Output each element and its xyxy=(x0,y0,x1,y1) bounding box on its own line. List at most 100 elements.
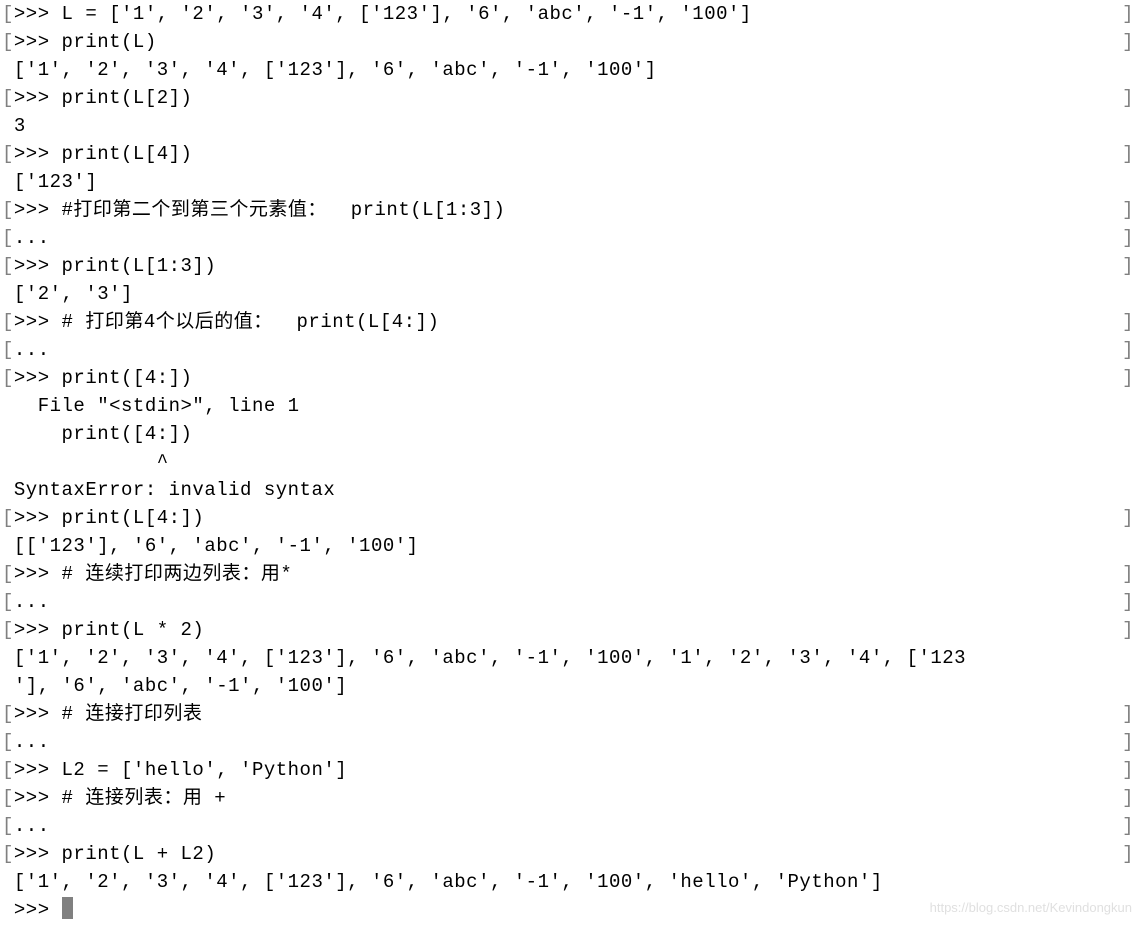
terminal-line: [>>> print(L * 2)] xyxy=(2,616,1142,644)
line-text: >>> # 打印第4个以后的值： print(L[4:]) xyxy=(14,311,439,333)
terminal-line: [>>> #打印第二个到第三个元素值： print(L[1:3])] xyxy=(2,196,1142,224)
line-text: ['1', '2', '3', '4', ['123'], '6', 'abc'… xyxy=(2,647,966,669)
right-bracket: ] xyxy=(1122,728,1134,756)
left-bracket: [ xyxy=(2,507,14,529)
terminal-line: [>>> L2 = ['hello', 'Python']] xyxy=(2,756,1142,784)
right-bracket: ] xyxy=(1122,812,1134,840)
terminal-line: [>>> # 打印第4个以后的值： print(L[4:])] xyxy=(2,308,1142,336)
left-bracket: [ xyxy=(2,843,14,865)
left-bracket: [ xyxy=(2,87,14,109)
line-text: ['123'] xyxy=(2,171,97,193)
right-bracket: ] xyxy=(1122,504,1134,532)
terminal-line: [>>> print(L[4])] xyxy=(2,140,1142,168)
terminal-line: [['123'], '6', 'abc', '-1', '100'] xyxy=(2,532,1142,560)
line-text: >>> print(L + L2) xyxy=(14,843,216,865)
left-bracket: [ xyxy=(2,227,14,249)
left-bracket: [ xyxy=(2,339,14,361)
line-text: >>> print(L) xyxy=(14,31,157,53)
line-text: ... xyxy=(14,731,50,753)
line-text: >>> print(L * 2) xyxy=(14,619,204,641)
line-text: >>> print([4:]) xyxy=(14,367,193,389)
terminal-line: ['2', '3'] xyxy=(2,280,1142,308)
right-bracket: ] xyxy=(1122,28,1134,56)
terminal-line: [>>> print(L)] xyxy=(2,28,1142,56)
right-bracket: ] xyxy=(1122,560,1134,588)
left-bracket: [ xyxy=(2,731,14,753)
right-bracket: ] xyxy=(1122,0,1134,28)
line-text: [['123'], '6', 'abc', '-1', '100'] xyxy=(2,535,419,557)
left-bracket: [ xyxy=(2,619,14,641)
left-bracket: [ xyxy=(2,311,14,333)
terminal-line: [>>> print(L[4:])] xyxy=(2,504,1142,532)
line-text: ... xyxy=(14,815,50,837)
terminal-line: [>>> print(L[2])] xyxy=(2,84,1142,112)
right-bracket: ] xyxy=(1122,224,1134,252)
terminal-line: [>>> # 连续打印两边列表：用*] xyxy=(2,560,1142,588)
right-bracket: ] xyxy=(1122,196,1134,224)
line-text: >>> xyxy=(2,899,62,921)
line-text: >>> # 连接打印列表 xyxy=(14,703,202,725)
terminal-line: [...] xyxy=(2,224,1142,252)
right-bracket: ] xyxy=(1122,364,1134,392)
line-text: 3 xyxy=(2,115,26,137)
terminal-line: [>>> print(L + L2)] xyxy=(2,840,1142,868)
left-bracket: [ xyxy=(2,815,14,837)
left-bracket: [ xyxy=(2,759,14,781)
left-bracket: [ xyxy=(2,143,14,165)
line-text: SyntaxError: invalid syntax xyxy=(2,479,335,501)
right-bracket: ] xyxy=(1122,336,1134,364)
left-bracket: [ xyxy=(2,367,14,389)
line-text: >>> #打印第二个到第三个元素值： print(L[1:3]) xyxy=(14,199,506,221)
right-bracket: ] xyxy=(1122,756,1134,784)
line-text: >>> print(L[4:]) xyxy=(14,507,204,529)
left-bracket: [ xyxy=(2,591,14,613)
terminal-line: 3 xyxy=(2,112,1142,140)
right-bracket: ] xyxy=(1122,140,1134,168)
left-bracket: [ xyxy=(2,3,14,25)
terminal-line: File "<stdin>", line 1 xyxy=(2,392,1142,420)
right-bracket: ] xyxy=(1122,840,1134,868)
terminal-output: [>>> L = ['1', '2', '3', '4', ['123'], '… xyxy=(0,0,1144,924)
line-text: >>> # 连续打印两边列表：用* xyxy=(14,563,292,585)
line-text: ... xyxy=(14,339,50,361)
line-text: ['1', '2', '3', '4', ['123'], '6', 'abc'… xyxy=(2,59,657,81)
terminal-line: ^ xyxy=(2,448,1142,476)
line-text: >>> print(L[4]) xyxy=(14,143,193,165)
left-bracket: [ xyxy=(2,787,14,809)
left-bracket: [ xyxy=(2,703,14,725)
line-text: ... xyxy=(14,591,50,613)
terminal-line: ['1', '2', '3', '4', ['123'], '6', 'abc'… xyxy=(2,868,1142,896)
line-text: ... xyxy=(14,227,50,249)
terminal-line: [>>> print([4:])] xyxy=(2,364,1142,392)
line-text: >>> L2 = ['hello', 'Python'] xyxy=(14,759,347,781)
terminal-line: '], '6', 'abc', '-1', '100'] xyxy=(2,672,1142,700)
line-text: ['1', '2', '3', '4', ['123'], '6', 'abc'… xyxy=(2,871,883,893)
line-text: ^ xyxy=(2,451,169,473)
terminal-line: print([4:]) xyxy=(2,420,1142,448)
terminal-line: [...] xyxy=(2,588,1142,616)
terminal-line: [...] xyxy=(2,728,1142,756)
right-bracket: ] xyxy=(1122,252,1134,280)
right-bracket: ] xyxy=(1122,308,1134,336)
left-bracket: [ xyxy=(2,255,14,277)
terminal-line: [>>> print(L[1:3])] xyxy=(2,252,1142,280)
terminal-line: [>>> # 连接打印列表] xyxy=(2,700,1142,728)
line-text: >>> L = ['1', '2', '3', '4', ['123'], '6… xyxy=(14,3,752,25)
terminal-line: [...] xyxy=(2,812,1142,840)
line-text: ['2', '3'] xyxy=(2,283,133,305)
right-bracket: ] xyxy=(1122,700,1134,728)
left-bracket: [ xyxy=(2,31,14,53)
terminal-line: [...] xyxy=(2,336,1142,364)
terminal-line: ['123'] xyxy=(2,168,1142,196)
line-text: File "<stdin>", line 1 xyxy=(2,395,300,417)
right-bracket: ] xyxy=(1122,784,1134,812)
terminal-line: [>>> # 连接列表：用 +] xyxy=(2,784,1142,812)
line-text: >>> print(L[2]) xyxy=(14,87,193,109)
line-text: >>> print(L[1:3]) xyxy=(14,255,216,277)
right-bracket: ] xyxy=(1122,588,1134,616)
left-bracket: [ xyxy=(2,563,14,585)
terminal-line: [>>> L = ['1', '2', '3', '4', ['123'], '… xyxy=(2,0,1142,28)
left-bracket: [ xyxy=(2,199,14,221)
line-text: >>> # 连接列表：用 + xyxy=(14,787,226,809)
watermark-text: https://blog.csdn.net/Kevindongkun xyxy=(930,894,1132,922)
